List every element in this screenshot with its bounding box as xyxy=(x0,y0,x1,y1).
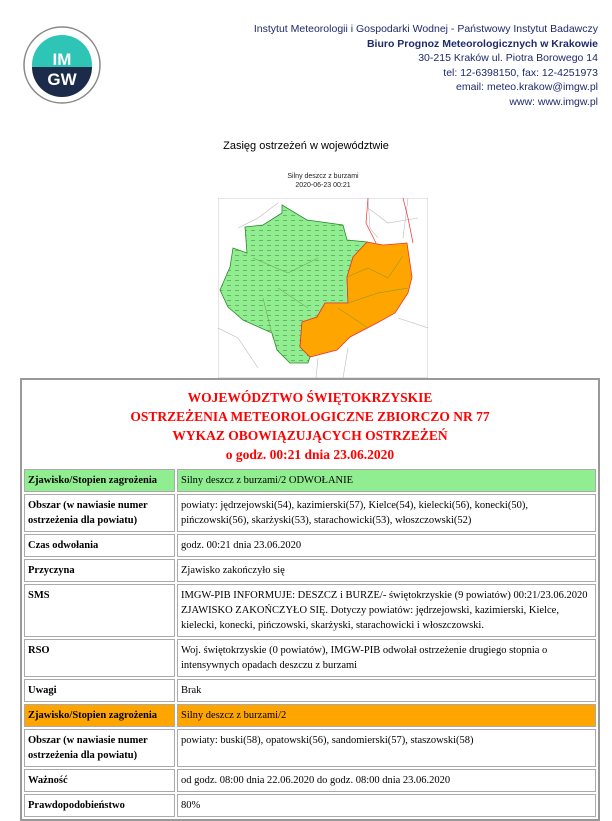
map-phenomenon: Silny deszcz z burzami xyxy=(287,173,359,180)
report-heading: WOJEWÓDZTWO ŚWIĘTOKRZYSKIE OSTRZEŻENIA M… xyxy=(24,382,596,467)
phone: tel: 12-6398150, fax: 12-4251973 xyxy=(443,66,598,79)
level2-area xyxy=(299,241,413,358)
report-time: o godz. 00:21 dnia 23.06.2020 xyxy=(225,447,395,462)
imgw-logo: IM GW xyxy=(23,26,101,104)
svg-text:GW: GW xyxy=(47,70,77,89)
warnings-table: WOJEWÓDZTWO ŚWIĘTOKRZYSKIE OSTRZEŻENIA M… xyxy=(20,378,600,821)
website[interactable]: www: www.imgw.pl xyxy=(509,95,598,108)
table-row: Prawdopodobieństwo 80% xyxy=(24,794,596,817)
table-row: Przyczyna Zjawisko zakończyło się xyxy=(24,559,596,582)
table-row: Ważność od godz. 08:00 dnia 22.06.2020 do… xyxy=(24,769,596,792)
table-row: Uwagi Brak xyxy=(24,679,596,702)
page-title: Zasięg ostrzeżeń w województwie xyxy=(223,140,389,152)
table-row: SMS IMGW-PIB INFORMUJE: DESZCZ i BURZE/- … xyxy=(24,584,596,637)
svg-text:IM: IM xyxy=(53,50,72,69)
report-subtitle: WYKAZ OBOWIĄZUJĄCYCH OSTRZEŻEŃ xyxy=(172,428,448,443)
institute-header: Instytut Meteorologii i Gospodarki Wodne… xyxy=(254,22,598,109)
table-row: Zjawisko/Stopien zagrożenia Silny deszcz … xyxy=(24,469,596,492)
table-row: Zjawisko/Stopien zagrożenia Silny deszcz … xyxy=(24,704,596,727)
phenomenon-value: Silny deszcz z burzami/2 ODWOŁANIE xyxy=(177,469,596,492)
bureau-name: Biuro Prognoz Meteorologicznych w Krakow… xyxy=(366,37,598,50)
address: 30-215 Kraków ul. Piotra Borowego 14 xyxy=(418,52,598,64)
table-row: Obszar (w nawiasie numer ostrzeżenia dla… xyxy=(24,494,596,532)
map-datetime: 2020-06-23 00:21 xyxy=(295,182,351,189)
email[interactable]: email: meteo.krakow@imgw.pl xyxy=(456,81,598,93)
table-row: Obszar (w nawiasie numer ostrzeżenia dla… xyxy=(24,729,596,767)
map-caption: Silny deszcz z burzami 2020-06-23 00:21 xyxy=(218,172,428,190)
table-row: RSO Woj. świętokrzyskie (0 powiatów), IMG… xyxy=(24,639,596,677)
warning-map xyxy=(218,198,428,378)
report-number: OSTRZEŻENIA METEOROLOGICZNE ZBIORCZO NR … xyxy=(130,409,490,424)
region-title: WOJEWÓDZTWO ŚWIĘTOKRZYSKIE xyxy=(187,390,433,405)
table-row: Czas odwołania godz. 00:21 dnia 23.06.202… xyxy=(24,534,596,557)
institute-name: Instytut Meteorologii i Gospodarki Wodne… xyxy=(253,23,598,35)
